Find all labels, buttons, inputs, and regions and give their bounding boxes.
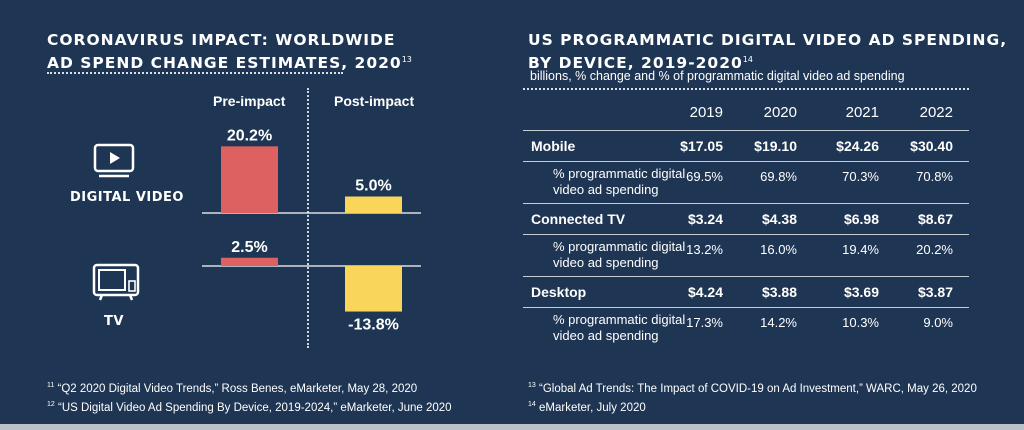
- bottom-border: [0, 424, 1024, 430]
- footnote-text: eMarketer, July 2020: [539, 402, 646, 414]
- table-cell: $3.87: [917, 284, 953, 300]
- right-table-title: US PROGRAMMATIC DIGITAL VIDEO AD SPENDIN…: [528, 31, 1007, 73]
- table-cell: $17.05: [680, 138, 723, 154]
- left-chart-title: CORONAVIRUS IMPACT: WORLDWIDE AD SPEND C…: [47, 31, 412, 73]
- television-icon: [92, 263, 140, 301]
- footnote-ref: 11: [47, 382, 55, 389]
- sub-line1: % programmatic digital: [553, 312, 686, 327]
- bar-value-label: -13.8%: [348, 317, 399, 334]
- table-cell: 19.4%: [842, 242, 879, 257]
- table-cell: 70.3%: [842, 169, 879, 184]
- table-row-mobile-pct: % programmatic digital video ad spending …: [523, 162, 969, 204]
- footnote-13: 13 “Global Ad Trends: The Impact of COVI…: [528, 378, 977, 397]
- col-head-post-impact: Post-impact: [334, 93, 415, 109]
- year-2022: 2022: [919, 104, 953, 121]
- video-play-icon: [93, 143, 135, 178]
- table-cell: $24.26: [836, 138, 879, 154]
- footnote-text: “Global Ad Trends: The Impact of COVID-1…: [539, 383, 977, 395]
- table-cell: $4.38: [761, 211, 797, 227]
- row-label-digital-video: DIGITAL VIDEO: [70, 190, 184, 205]
- footnote-ref: 14: [528, 401, 536, 408]
- row-label: Mobile: [531, 138, 576, 154]
- footnote-12: 12 “US Digital Video Ad Spending By Devi…: [47, 397, 452, 416]
- footnote-text: “US Digital Video Ad Spending By Device,…: [58, 402, 452, 414]
- right-title-line2-wrap: BY DEVICE, 2019-202014: [528, 50, 1007, 73]
- footnote-ref: 12: [47, 401, 55, 408]
- left-title-line2: AD SPEND CHANGE ESTIMATES, 2020: [47, 54, 402, 72]
- right-title-ref: 14: [742, 55, 753, 64]
- footnote-11: 11 “Q2 2020 Digital Video Trends,” Ross …: [47, 378, 452, 397]
- right-subtitle: billions, % change and % of programmatic…: [530, 69, 905, 83]
- bar-value-label: 2.5%: [231, 239, 267, 256]
- table-cell: $8.67: [917, 211, 953, 227]
- row-label: Connected TV: [531, 211, 626, 227]
- row-label-tv: TV: [104, 314, 124, 329]
- left-title-ref: 13: [401, 55, 412, 64]
- year-2019: 2019: [689, 104, 723, 121]
- table-cell: $4.24: [687, 284, 723, 300]
- footnotes-right: 13 “Global Ad Trends: The Impact of COVI…: [528, 378, 977, 416]
- footnote-14: 14 eMarketer, July 2020: [528, 397, 977, 416]
- sub-line2: video ad spending: [553, 328, 659, 343]
- table-cell: $6.98: [843, 211, 879, 227]
- sub-line1: % programmatic digital: [553, 239, 686, 254]
- table-cell: $3.69: [843, 284, 879, 300]
- table-cell: $3.24: [687, 211, 723, 227]
- pre-post-divider: [307, 88, 309, 348]
- table-cell: 69.5%: [686, 169, 723, 184]
- bar-pre-tv: [221, 257, 278, 266]
- sub-line2: video ad spending: [553, 182, 659, 197]
- right-title-underline: [523, 88, 969, 90]
- table-cell: 14.2%: [760, 315, 797, 330]
- table-row-mobile: Mobile $17.05 $19.10 $24.26 $30.40: [523, 131, 969, 162]
- left-title-underline: [47, 72, 343, 74]
- table-row-desktop-pct: % programmatic digital video ad spending …: [523, 308, 969, 349]
- table-row-connected-tv: Connected TV $3.24 $4.38 $6.98 $8.67: [523, 204, 969, 235]
- right-title-line2: BY DEVICE, 2019-2020: [528, 54, 743, 72]
- table-header-row: 2019 2020 2021 2022: [523, 104, 969, 131]
- table-cell: 10.3%: [842, 315, 879, 330]
- sub-line2: video ad spending: [553, 255, 659, 270]
- table-cell: 13.2%: [686, 242, 723, 257]
- year-2021: 2021: [845, 104, 879, 121]
- year-2020: 2020: [763, 104, 797, 121]
- table-row-desktop: Desktop $4.24 $3.88 $3.69 $3.87: [523, 277, 969, 308]
- table-cell: 17.3%: [686, 315, 723, 330]
- bar-value-label: 20.2%: [227, 127, 272, 144]
- footnotes-left: 11 “Q2 2020 Digital Video Trends,” Ross …: [47, 378, 452, 416]
- bar-post-tv: [345, 266, 402, 312]
- table-cell: 69.8%: [760, 169, 797, 184]
- table-cell: $30.40: [910, 138, 953, 154]
- col-head-pre-impact: Pre-impact: [213, 93, 286, 109]
- device-spending-table: 2019 2020 2021 2022 Mobile $17.05 $19.10…: [523, 104, 969, 349]
- footnote-text: “Q2 2020 Digital Video Trends,” Ross Ben…: [57, 383, 418, 395]
- table-cell: $19.10: [754, 138, 797, 154]
- bar-value-label: 5.0%: [355, 178, 391, 195]
- row-label: Desktop: [531, 284, 587, 300]
- table-cell: $3.88: [761, 284, 797, 300]
- row-label: % programmatic digital video ad spending: [553, 312, 685, 344]
- left-title-line2-wrap: AD SPEND CHANGE ESTIMATES, 202013: [47, 50, 412, 73]
- table-cell: 70.8%: [916, 169, 953, 184]
- row-label: % programmatic digital video ad spending: [553, 239, 685, 271]
- table-cell: 16.0%: [760, 242, 797, 257]
- table-row-connected-tv-pct: % programmatic digital video ad spending …: [523, 235, 969, 277]
- row-label: % programmatic digital video ad spending: [553, 166, 685, 198]
- ad-spend-change-chart: 20.2% 2.5% 5.0% -13.8%: [202, 127, 421, 334]
- table-cell: 20.2%: [916, 242, 953, 257]
- sub-line1: % programmatic digital: [553, 166, 686, 181]
- bar-pre-digital-video: [221, 146, 278, 213]
- left-title-line1: CORONAVIRUS IMPACT: WORLDWIDE: [47, 31, 396, 49]
- right-title-line1: US PROGRAMMATIC DIGITAL VIDEO AD SPENDIN…: [528, 31, 1008, 49]
- footnote-ref: 13: [528, 382, 536, 389]
- table-cell: 9.0%: [923, 315, 953, 330]
- bar-post-digital-video: [345, 196, 402, 213]
